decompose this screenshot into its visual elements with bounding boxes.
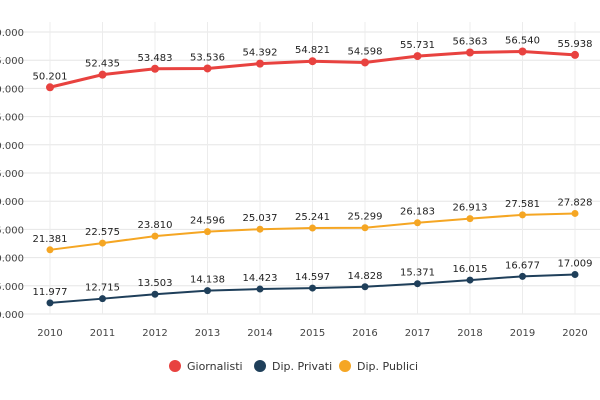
data-point <box>466 215 474 223</box>
data-label: 54.598 <box>348 46 383 57</box>
data-label: 56.363 <box>453 37 488 48</box>
data-label: 55.938 <box>558 39 593 50</box>
data-label: 13.503 <box>138 278 173 289</box>
data-point <box>413 52 422 61</box>
data-label: 14.138 <box>190 275 225 286</box>
x-tick-label: 2018 <box>457 328 482 339</box>
data-label: 15.371 <box>400 268 435 279</box>
y-tick-label: 40.000 <box>0 141 24 152</box>
y-tick-label: 10.000 <box>0 310 24 321</box>
data-point <box>256 285 264 293</box>
y-tick-label: 20.000 <box>0 254 24 265</box>
data-label: 11.977 <box>33 287 68 298</box>
data-point <box>256 225 264 233</box>
data-label: 50.201 <box>33 71 68 82</box>
data-label: 14.597 <box>295 272 330 283</box>
data-label: 14.423 <box>243 273 278 284</box>
data-label: 24.596 <box>190 216 225 227</box>
legend-label: Dip. Publici <box>357 360 418 373</box>
data-point <box>98 70 107 79</box>
x-tick-label: 2015 <box>300 328 325 339</box>
data-label: 25.241 <box>295 212 330 223</box>
y-tick-label: 50.000 <box>0 84 24 95</box>
data-point <box>309 224 316 232</box>
data-point <box>99 239 106 247</box>
x-tick-label: 2011 <box>90 328 115 339</box>
x-tick-label: 2016 <box>352 328 377 339</box>
data-point <box>571 50 579 59</box>
data-point <box>414 280 421 288</box>
data-label: 25.037 <box>243 213 278 224</box>
data-label: 23.810 <box>138 220 173 231</box>
data-label: 17.009 <box>558 258 593 269</box>
data-label: 16.015 <box>453 264 488 275</box>
data-label: 16.677 <box>505 260 540 271</box>
x-tick-label: 2010 <box>37 328 62 339</box>
legend-marker <box>339 360 351 372</box>
data-label: 54.821 <box>295 45 330 56</box>
x-tick-label: 2012 <box>142 328 167 339</box>
data-point <box>466 48 474 57</box>
y-tick-label: 35.000 <box>0 169 24 180</box>
data-point <box>203 64 212 73</box>
data-point <box>256 59 264 68</box>
data-point <box>204 287 211 295</box>
data-point <box>151 232 159 240</box>
legend-marker <box>169 360 181 372</box>
data-point <box>46 83 54 92</box>
data-point <box>361 283 369 291</box>
y-tick-label: 60.000 <box>0 28 24 39</box>
data-point <box>571 270 579 278</box>
data-label: 55.731 <box>400 40 435 51</box>
legend-label: Giornalisti <box>187 360 243 373</box>
data-label: 54.392 <box>243 48 278 59</box>
y-tick-label: 30.000 <box>0 197 24 208</box>
data-point <box>361 58 369 67</box>
legend-label: Dip. Privati <box>272 360 332 373</box>
data-point <box>518 47 527 56</box>
data-label: 53.536 <box>190 52 225 63</box>
data-point <box>571 209 579 217</box>
data-point <box>308 57 317 66</box>
data-point <box>99 295 106 303</box>
data-point <box>414 219 421 227</box>
data-point <box>46 246 54 254</box>
x-tick-label: 2020 <box>562 328 587 339</box>
data-point <box>46 299 54 307</box>
data-label: 56.540 <box>505 36 540 47</box>
y-tick-label: 15.000 <box>0 282 24 293</box>
y-tick-label: 45.000 <box>0 113 24 124</box>
data-point <box>519 211 526 219</box>
data-point <box>361 224 369 232</box>
data-label: 21.381 <box>33 234 68 245</box>
data-label: 14.828 <box>348 271 383 282</box>
data-label: 27.581 <box>505 199 540 210</box>
data-label: 27.828 <box>558 197 593 208</box>
data-label: 26.913 <box>453 203 488 214</box>
y-tick-label: 55.000 <box>0 56 24 67</box>
x-tick-label: 2014 <box>247 328 272 339</box>
data-label: 53.483 <box>138 53 173 64</box>
data-point <box>466 276 474 284</box>
x-tick-label: 2013 <box>195 328 220 339</box>
legend-marker <box>254 360 266 372</box>
data-label: 22.575 <box>85 227 120 238</box>
data-point <box>151 290 159 298</box>
x-tick-label: 2017 <box>405 328 430 339</box>
data-point <box>519 272 526 280</box>
data-label: 52.435 <box>85 59 120 70</box>
y-tick-label: 25.000 <box>0 225 24 236</box>
data-point <box>309 284 316 292</box>
x-tick-label: 2019 <box>510 328 535 339</box>
data-point <box>204 228 211 236</box>
data-label: 26.183 <box>400 207 435 218</box>
data-label: 12.715 <box>85 283 120 294</box>
data-label: 25.299 <box>348 212 383 223</box>
data-point <box>151 64 159 73</box>
